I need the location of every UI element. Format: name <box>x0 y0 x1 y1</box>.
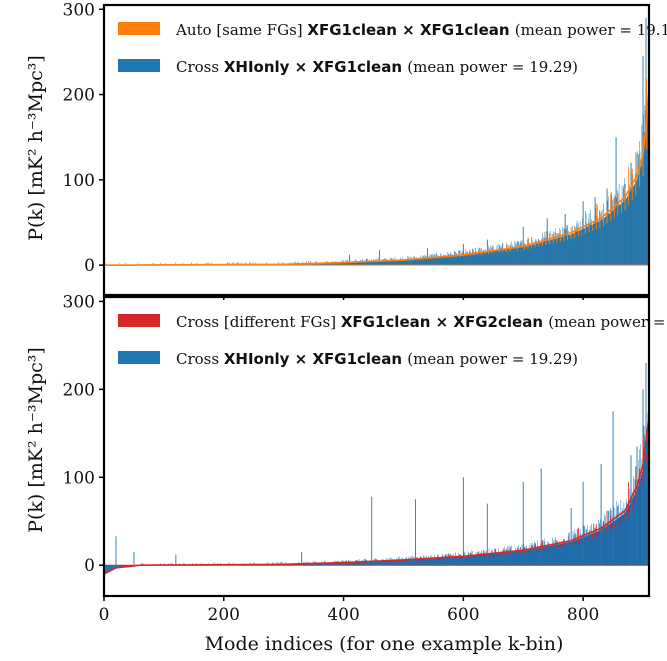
y-tick-label: 300 <box>63 292 95 312</box>
x-tick-label: 800 <box>567 605 599 625</box>
legend-entry: Auto [same FGs] XFG1clean × XFG1clean (m… <box>175 21 667 39</box>
legend-swatch <box>118 314 160 327</box>
x-tick-label: 200 <box>208 605 240 625</box>
x-axis-label: Mode indices (for one example k-bin) <box>205 633 564 655</box>
panel-bottom: 0 100 200 300 0 200 400 600 800 Cross [different … <box>63 292 667 625</box>
x-tick-label: 600 <box>447 605 479 625</box>
x-tick-label: 400 <box>327 605 359 625</box>
legend-swatch <box>118 59 160 72</box>
axes-frame <box>102 295 651 598</box>
legend-swatch <box>118 351 160 364</box>
legend-entry: Cross [different FGs] XFG1clean × XFG2cl… <box>176 313 667 331</box>
series-line-auto <box>104 85 649 266</box>
legend-swatch <box>118 22 160 35</box>
plot-area <box>104 17 649 266</box>
legend: Auto [same FGs] XFG1clean × XFG1clean (m… <box>118 21 667 76</box>
legend-entry: Cross XHIonly × XFG1clean (mean power = … <box>176 58 578 76</box>
legend: Cross [different FGs] XFG1clean × XFG2cl… <box>118 313 667 368</box>
y-axis-label-top: P(k) [mK² h⁻³Mpc³] <box>25 55 47 241</box>
legend-entry: Cross XHIonly × XFG1clean (mean power = … <box>176 350 578 368</box>
y-tick-label: 200 <box>63 86 95 106</box>
y-tick-label: 300 <box>63 0 95 20</box>
y-tick-label: 200 <box>63 380 95 400</box>
x-tick-label: 0 <box>99 605 110 625</box>
y-tick-label: 100 <box>63 171 95 191</box>
panel-top: 0 100 200 300 Auto [same FGs] XFG1clean × XF… <box>63 0 667 300</box>
y-tick-label: 0 <box>84 556 95 576</box>
y-tick-label: 100 <box>63 468 95 488</box>
y-axis-label-bottom: P(k) [mK² h⁻³Mpc³] <box>25 347 47 533</box>
y-tick-label: 0 <box>84 256 95 276</box>
plot-area <box>104 362 649 575</box>
axes-frame <box>102 3 651 297</box>
